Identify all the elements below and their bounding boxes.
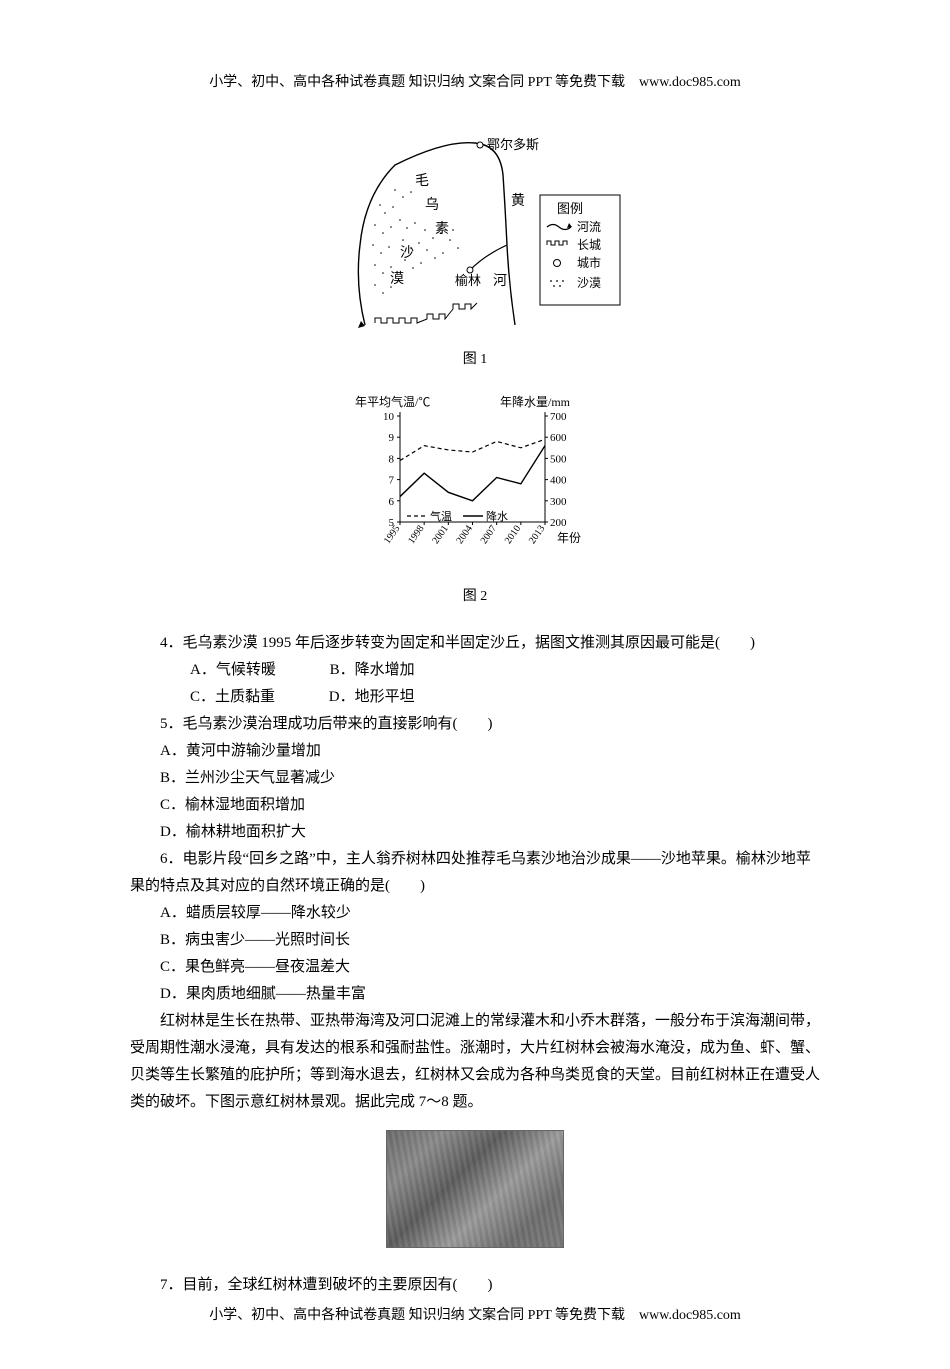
legend-city-icon xyxy=(554,260,561,267)
svg-text:8: 8 xyxy=(389,454,395,466)
left-axis-title: 年平均气温/℃ xyxy=(355,394,430,409)
q4-d: D．地形平坦 xyxy=(299,684,415,711)
map-legend: 图例 河流 长城 城市 沙漠 xyxy=(540,195,620,305)
q4-b: B．降水增加 xyxy=(300,657,415,684)
svg-text:500: 500 xyxy=(550,454,567,466)
label-su: 素 xyxy=(435,221,449,237)
svg-text:700: 700 xyxy=(550,411,567,423)
label-sha: 沙 xyxy=(400,246,414,261)
legend-river: 河流 xyxy=(577,220,601,234)
q5-a: A．黄河中游输沙量增加 xyxy=(130,738,820,765)
label-river: 河 xyxy=(493,273,507,289)
q6-b: B．病虫害少——光照时间长 xyxy=(130,927,820,954)
label-yellow: 黄 xyxy=(511,192,525,209)
legend-title: 图例 xyxy=(557,201,583,216)
svg-text:300: 300 xyxy=(550,496,567,508)
q6-c: C．果色鲜亮——昼夜温差大 xyxy=(130,954,820,981)
svg-text:7: 7 xyxy=(389,475,395,487)
q6-a: A．蜡质层较厚——降水较少 xyxy=(130,900,820,927)
q4-stem: 4．毛乌素沙漠 1995 年后逐步转变为固定和半固定沙丘，据图文推测其原因最可能… xyxy=(130,630,820,657)
svg-text:6: 6 xyxy=(389,496,395,508)
page-header: 小学、初中、高中各种试卷真题 知识归纳 文案合同 PPT 等免费下载 www.d… xyxy=(130,70,820,95)
mangrove-passage: 红树林是生长在热带、亚热带海湾及河口泥滩上的常绿灌木和小乔木群落，一般分布于滨海… xyxy=(130,1008,820,1116)
map-caption: 图 1 xyxy=(130,347,820,372)
svg-text:9: 9 xyxy=(389,433,395,445)
svg-text:200: 200 xyxy=(550,517,567,529)
right-axis-title: 年降水量/mm xyxy=(500,395,571,409)
label-mo: 漠 xyxy=(390,271,404,287)
chart-caption: 图 2 xyxy=(130,584,820,609)
svg-text:400: 400 xyxy=(550,475,567,487)
svg-text:10: 10 xyxy=(383,411,395,423)
legend-temp: 气温 xyxy=(430,509,452,523)
mangrove-photo xyxy=(386,1130,564,1248)
x-label: 年份 xyxy=(557,531,581,545)
q4-c: C．土质黏重 xyxy=(160,684,275,711)
legend-city: 城市 xyxy=(577,255,601,270)
q5-stem: 5．毛乌素沙漠治理成功后带来的直接影响有( ) xyxy=(130,711,820,738)
chart-figure: 年平均气温/℃ 年降水量/mm 1098765 7006005004003002… xyxy=(130,392,820,609)
legend-precip: 降水 xyxy=(486,509,508,523)
q5-c: C．榆林湿地面积增加 xyxy=(130,792,820,819)
label-mao: 毛 xyxy=(415,173,429,189)
city-ordos-marker xyxy=(477,142,483,148)
q5-b: B．兰州沙尘天气显著减少 xyxy=(130,765,820,792)
label-wu: 乌 xyxy=(425,197,439,213)
q6-d: D．果肉质地细腻——热量丰富 xyxy=(130,981,820,1008)
label-yulin: 榆林 xyxy=(455,273,481,288)
legend-wall: 长城 xyxy=(577,238,601,252)
q5-d: D．榆林耕地面积扩大 xyxy=(130,819,820,846)
legend-desert: 沙漠 xyxy=(577,276,601,290)
map-figure: 鄂尔多斯 毛 乌 素 沙 漠 榆林 黄 河 图例 河流 长城 城市 xyxy=(130,135,820,372)
page-footer: 小学、初中、高中各种试卷真题 知识归纳 文案合同 PPT 等免费下载 www.d… xyxy=(0,1303,950,1328)
q4-options-1: A．气候转暖 B．降水增加 xyxy=(130,657,820,684)
svg-text:600: 600 xyxy=(550,433,567,445)
mangrove-photo-block xyxy=(130,1130,820,1258)
label-ordos: 鄂尔多斯 xyxy=(487,137,539,152)
q4-options-2: C．土质黏重 D．地形平坦 xyxy=(130,684,820,711)
q4-a: A．气候转暖 xyxy=(160,657,276,684)
q6-stem: 6．电影片段“回乡之路”中，主人翁乔树林四处推荐毛乌素沙地治沙成果——沙地苹果。… xyxy=(130,846,820,900)
q7-stem: 7．目前，全球红树林遭到破坏的主要原因有( ) xyxy=(130,1272,820,1299)
